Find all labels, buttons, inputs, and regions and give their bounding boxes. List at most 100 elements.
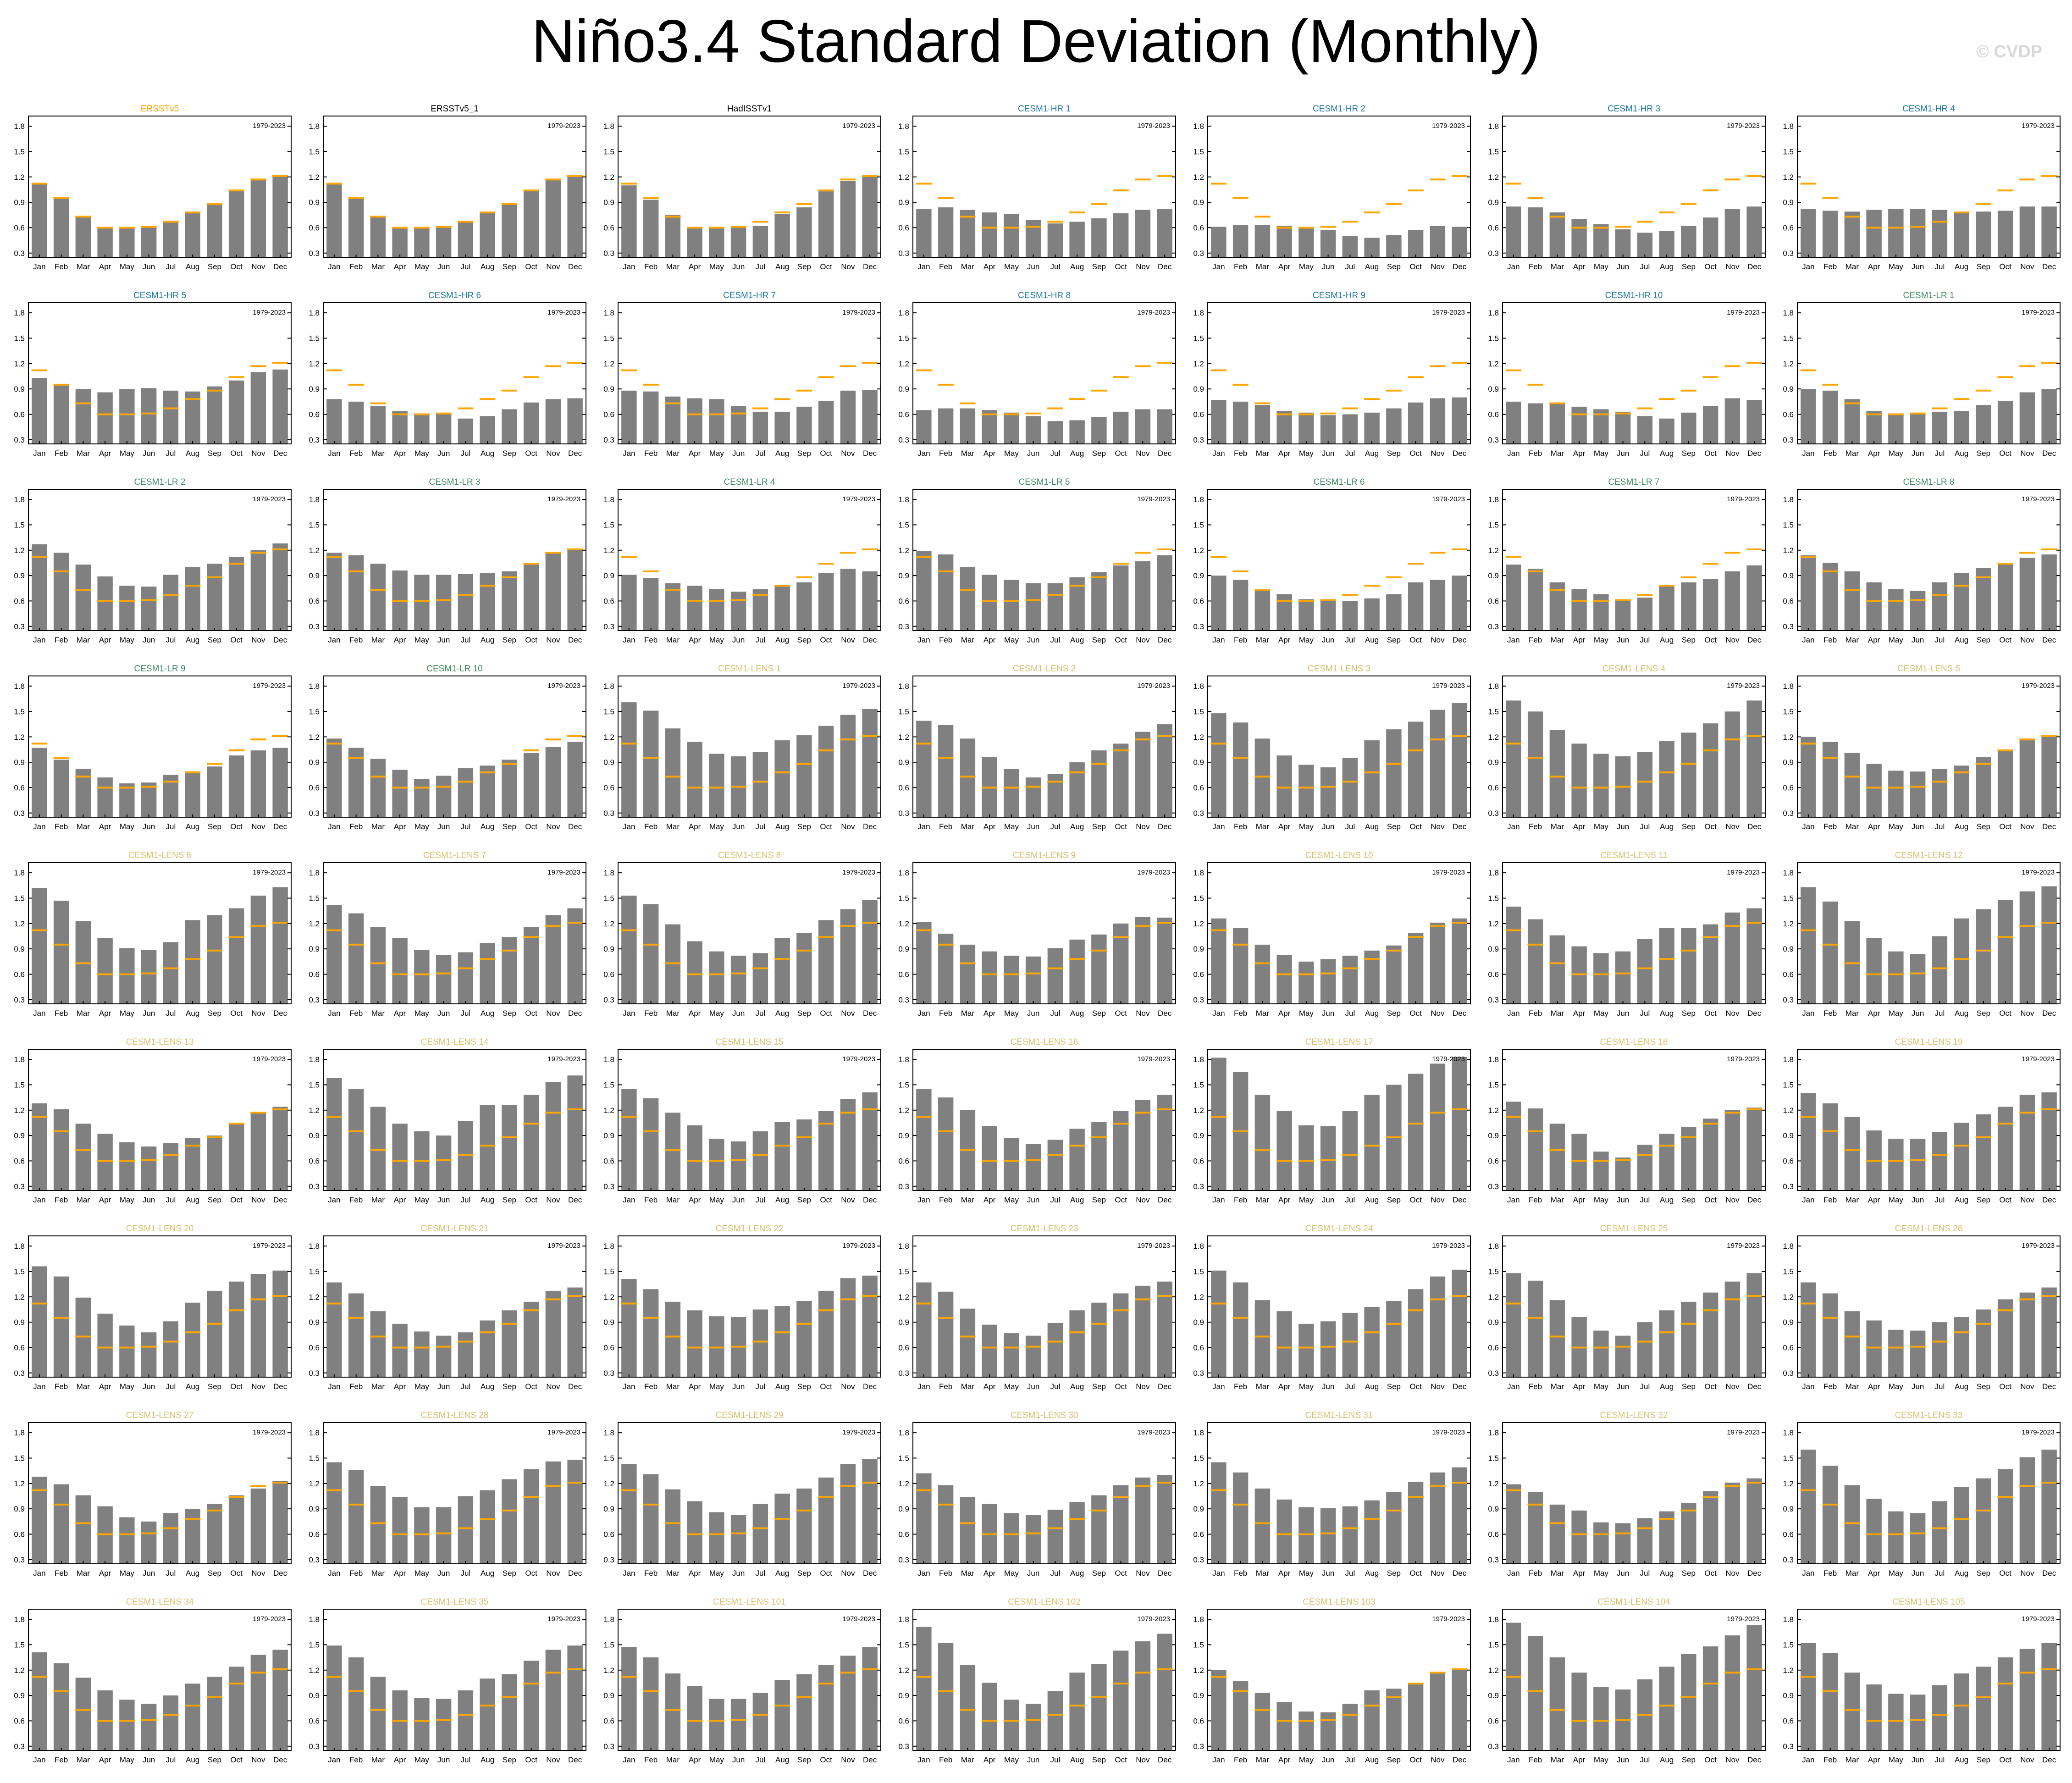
plot-frame [1797,302,2061,444]
bar [1091,572,1107,631]
bar [250,750,266,817]
bar [1452,1057,1467,1191]
bar [1506,700,1521,817]
bar [1047,223,1063,257]
x-tick-label: Sep [1387,1382,1401,1391]
x-tick-label: Jan [917,822,930,831]
x-tick-label: Oct [1704,1196,1717,1204]
x-tick-label: Nov [1431,822,1445,831]
panel-title: CESM1-LENS 24 [1305,1224,1373,1234]
x-tick-label: Nov [546,1569,560,1578]
y-tick-label: 0.6 [1488,410,1499,419]
bar [1047,583,1063,631]
x-tick-label: Apr [1868,822,1880,831]
bar [1386,945,1402,1004]
bar [1571,406,1587,444]
y-tick-label: 1.2 [14,546,25,555]
bar [1232,1681,1249,1750]
bar [1801,887,1816,1004]
x-tick-label: Apr [689,1569,701,1578]
bar [272,1270,288,1377]
bar [1997,1657,2013,1750]
bar [1615,951,1631,1004]
bar [730,406,746,444]
x-tick-label: Jan [33,1755,45,1764]
x-tick-label: Sep [503,1196,516,1204]
plot-frame [1797,116,2061,258]
bar [97,1313,113,1377]
x-tick-label: Mar [1845,822,1859,831]
bar [326,1462,342,1564]
x-tick-label: Sep [1977,636,1990,644]
plot-frame [1207,676,1471,818]
x-tick-label: Jan [328,822,340,831]
bar [1430,1472,1446,1564]
bar [1430,580,1446,631]
y-tick-label: 1.2 [898,1666,909,1675]
x-tick-label: Oct [525,1196,537,1204]
bar [502,571,517,631]
y-tick-label: 1.5 [1488,521,1499,529]
bar [1997,1107,2013,1191]
panel-title: CESM1-LENS 35 [421,1597,489,1607]
bar [185,1683,200,1750]
x-tick-label: May [414,1009,430,1018]
x-tick-label: Jul [1935,1382,1945,1391]
y-tick-label: 1.5 [14,1267,25,1276]
y-tick-label: 1.8 [898,869,909,877]
y-tick-label: 0.3 [1488,1182,1499,1191]
bar [1157,1095,1172,1191]
x-tick-label: Jun [1912,1569,1924,1578]
y-tick-label: 0.6 [14,597,25,605]
y-tick-label: 0.3 [1783,1369,1794,1378]
y-tick-label: 0.3 [14,1369,25,1378]
y-tick-label: 1.8 [1193,1055,1204,1064]
x-tick-label: May [120,636,135,644]
y-tick-label: 1.2 [1783,1293,1794,1301]
x-tick-label: Jul [1935,822,1945,831]
y-tick-label: 1.5 [309,1080,320,1089]
bar [523,927,539,1004]
bar [1025,416,1041,444]
x-tick-label: Mar [1551,822,1564,831]
y-tick-label: 0.9 [309,945,320,953]
bar [1527,1492,1543,1564]
bar [1954,1123,1969,1191]
bar [1430,1276,1446,1377]
bar [32,1652,47,1750]
x-tick-label: Aug [1070,449,1084,458]
x-tick-label: May [709,1196,724,1204]
x-tick-label: Jul [1345,1196,1355,1204]
bar [938,1291,954,1377]
x-tick-label: Jan [1507,262,1519,271]
x-tick-label: Sep [1977,1009,1990,1018]
x-tick-label: Dec [2042,1009,2056,1018]
panel-title: CESM1-LENS 7 [423,851,486,860]
x-tick-label: Jun [1322,636,1334,644]
bar [1724,912,1740,1004]
y-tick-label: 0.3 [1193,1556,1204,1564]
plot-frame [1797,489,2061,631]
y-tick-label: 0.3 [898,436,909,444]
x-tick-label: Jun [1027,822,1039,831]
panel-title: CESM1-LR 4 [724,477,775,487]
y-tick-label: 0.6 [1193,1717,1204,1725]
bar [1724,398,1740,444]
plot-frame [28,676,292,818]
x-tick-label: Mar [1551,449,1564,458]
bar [938,1097,954,1191]
bar [1702,1292,1718,1377]
bar [32,1266,47,1377]
x-tick-label: Feb [644,1196,658,1204]
plot-frame [912,302,1176,444]
x-tick-label: Mar [961,1755,975,1764]
x-tick-label: Oct [1115,1196,1127,1204]
x-tick-label: Mar [1845,1569,1859,1578]
y-tick-label: 0.9 [1783,1131,1794,1140]
x-tick-label: Sep [797,636,811,644]
x-tick-label: Apr [1573,449,1586,458]
